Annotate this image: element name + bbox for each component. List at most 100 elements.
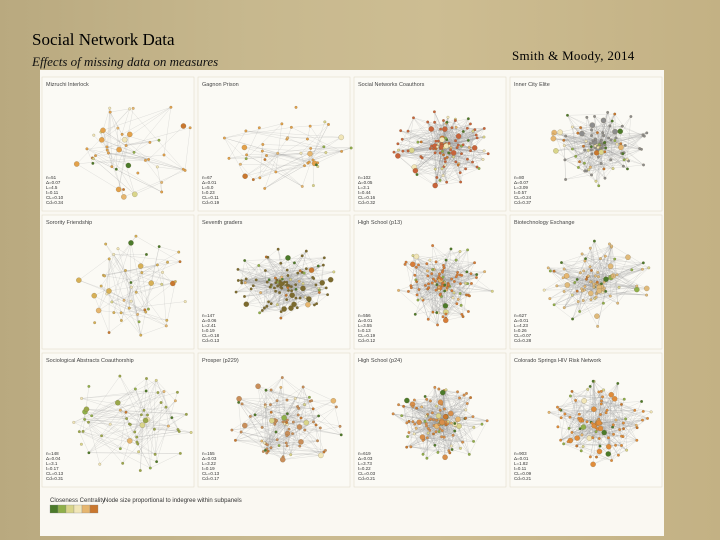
panel-stat: n=67 [202, 175, 213, 180]
panel-stat: L=2.41 [202, 323, 216, 328]
panel-stat: Cd=0.32 [358, 200, 376, 205]
panel-stat: t=0.19 [202, 466, 215, 471]
panel-stat: L=3.73 [358, 461, 372, 466]
panel-title: Sorority Friendship [46, 220, 92, 226]
panel-stat: n=627 [514, 313, 527, 318]
legend-swatch [57, 504, 67, 514]
panel-stat: L=4.5 [46, 185, 58, 190]
panel-stat: CL=0.24 [514, 195, 532, 200]
panel-stat: n=148 [46, 451, 59, 456]
slide-attribution: Smith & Moody, 2014 [512, 48, 635, 63]
panel-stat: n=903 [514, 451, 527, 456]
panel-title: Social Networks Coauthors [358, 82, 425, 88]
panel-stat: t=0.22 [358, 466, 371, 471]
panel-stat: Δ=0.06 [202, 318, 217, 323]
panel-stat: Δ=0.01 [514, 456, 529, 461]
panel-stat: Cd=0.34 [46, 200, 64, 205]
panel-stat: Δ=0.03 [358, 456, 373, 461]
panel-stat: L=3.1 [358, 185, 370, 190]
panel-stat: CL=0.18 [202, 333, 220, 338]
panel-stat: L=3.22 [202, 461, 216, 466]
panel-stat: L=4.23 [514, 323, 528, 328]
network-panel: Sociological Abstracts Coauthorship n=148… [41, 352, 195, 488]
panel-stat: t=0.17 [46, 466, 59, 471]
panel-stat: Δ=0.01 [202, 180, 217, 185]
panel-title: Inner City Elite [514, 82, 550, 88]
panel-title: Prosper (p229) [202, 358, 239, 364]
legend-swatch [89, 504, 99, 514]
network-panel: Prosper (p229) n=155Δ=0.03L=3.22t=0.19CL=… [197, 352, 351, 488]
panel-stat: t=0.11 [46, 190, 59, 195]
network-panel: High School (p24) n=619Δ=0.03L=3.73t=0.22… [353, 352, 507, 488]
panel-stat: Δ=0.07 [514, 180, 529, 185]
panel-stat: n=147 [202, 313, 215, 318]
panel-stat: n=619 [358, 451, 371, 456]
network-panel: Seventh graders n=147Δ=0.06L=2.41t=0.19CL… [197, 214, 351, 350]
panel-title: Sociological Abstracts Coauthorship [46, 358, 134, 364]
panel-stat: n=102 [358, 175, 371, 180]
panel-stat: Δ=0.01 [514, 318, 529, 323]
network-panel: Social Networks Coauthors n=102Δ=0.05L=3.… [353, 76, 507, 212]
panel-stat: CL=0.13 [46, 471, 64, 476]
panel-title: Seventh graders [202, 220, 243, 226]
panel-stat: t=0.26 [514, 328, 527, 333]
panel-title: Biotechnology Exchange [514, 220, 575, 226]
panel-stat: CL=0.10 [46, 195, 64, 200]
panel-stat: Δ=0.04 [46, 456, 61, 461]
slide-title: Social Network Data [32, 30, 175, 49]
legend-size-note: Node size proportional to indegree withi… [104, 498, 242, 504]
panel-stat: CL=0.19 [358, 333, 376, 338]
panel-stat: Cd=0.21 [514, 476, 532, 481]
panel-stat: n=155 [202, 451, 215, 456]
legend-swatch [73, 504, 83, 514]
panel-stat: Cd=0.21 [358, 476, 376, 481]
panel-title: Mizruchi Interlock [46, 82, 89, 88]
panel-stat: Cd=0.31 [46, 476, 64, 481]
panel-stat: Cd=0.37 [514, 200, 532, 205]
panel-stat: Δ=0.03 [202, 456, 217, 461]
panel-title: High School (p13) [358, 220, 402, 226]
panel-stat: CL=0.16 [358, 195, 376, 200]
panel-stat: t=0.19 [202, 328, 215, 333]
network-panel: Mizruchi Interlockn=51Δ=0.07L=4.5t=0.11C… [41, 76, 195, 212]
legend-swatch [49, 504, 59, 514]
panel-stat: CL=0.03 [358, 471, 376, 476]
panel-stat: Cd=0.12 [358, 338, 376, 343]
panel-stat: CL=0.09 [514, 471, 532, 476]
network-figure-svg: Mizruchi Interlockn=51Δ=0.07L=4.5t=0.11C… [41, 76, 663, 514]
panel-stat: CL=0.07 [514, 333, 532, 338]
panel-stat: L=5.0 [202, 185, 214, 190]
legend-swatch [81, 504, 91, 514]
network-panel: Colorado Springs HIV Risk Network n=903Δ=… [509, 352, 663, 488]
panel-stat: Cd=0.28 [514, 338, 532, 343]
network-panel: Sorority Friendship [41, 214, 195, 350]
panel-title: Gagnon Prison [202, 82, 239, 88]
panel-stat: CL=0.13 [202, 471, 220, 476]
panel-stat: t=0.44 [358, 190, 371, 195]
panel-stat: t=0.57 [514, 190, 527, 195]
panel-stat: t=0.13 [358, 328, 371, 333]
network-panel: Gagnon Prison n=67Δ=0.01L=5.0t=0.23CL=0.1… [197, 76, 353, 212]
panel-title: Colorado Springs HIV Risk Network [514, 358, 601, 364]
panel-stat: CL=0.11 [202, 195, 219, 200]
panel-stat: Δ=0.05 [358, 180, 373, 185]
slide-subtitle: Effects of missing data on measures [32, 54, 219, 69]
network-panel: High School (p13) n=556Δ=0.01L=3.55t=0.13… [353, 214, 507, 350]
panel-stat: L=3.55 [358, 323, 372, 328]
network-figure: Mizruchi Interlock n=51 Δ=0.07 L=4.5 t=0.11 C… [40, 70, 664, 536]
panel-stat: L=3.09 [514, 185, 528, 190]
panel-stat: Cd=0.17 [202, 476, 220, 481]
legend-swatch [65, 504, 75, 514]
network-panel: Inner City Elite n=80Δ=0.07L=3.09t=0.57CL… [509, 76, 663, 212]
panel-stat: n=51 [46, 175, 57, 180]
legend-label: Closeness Centrality [50, 498, 105, 504]
panel-title: High School (p24) [358, 358, 402, 364]
panel-stat: Δ=0.07 [46, 180, 61, 185]
network-panel: Biotechnology Exchange n=627Δ=0.01L=4.23t… [509, 214, 663, 350]
panel-stat: Cd=0.13 [202, 338, 220, 343]
panel-stat: n=556 [358, 313, 371, 318]
panel-stat: Δ=0.01 [358, 318, 373, 323]
panel-stat: t=0.23 [202, 190, 215, 195]
panel-stat: n=80 [514, 175, 525, 180]
